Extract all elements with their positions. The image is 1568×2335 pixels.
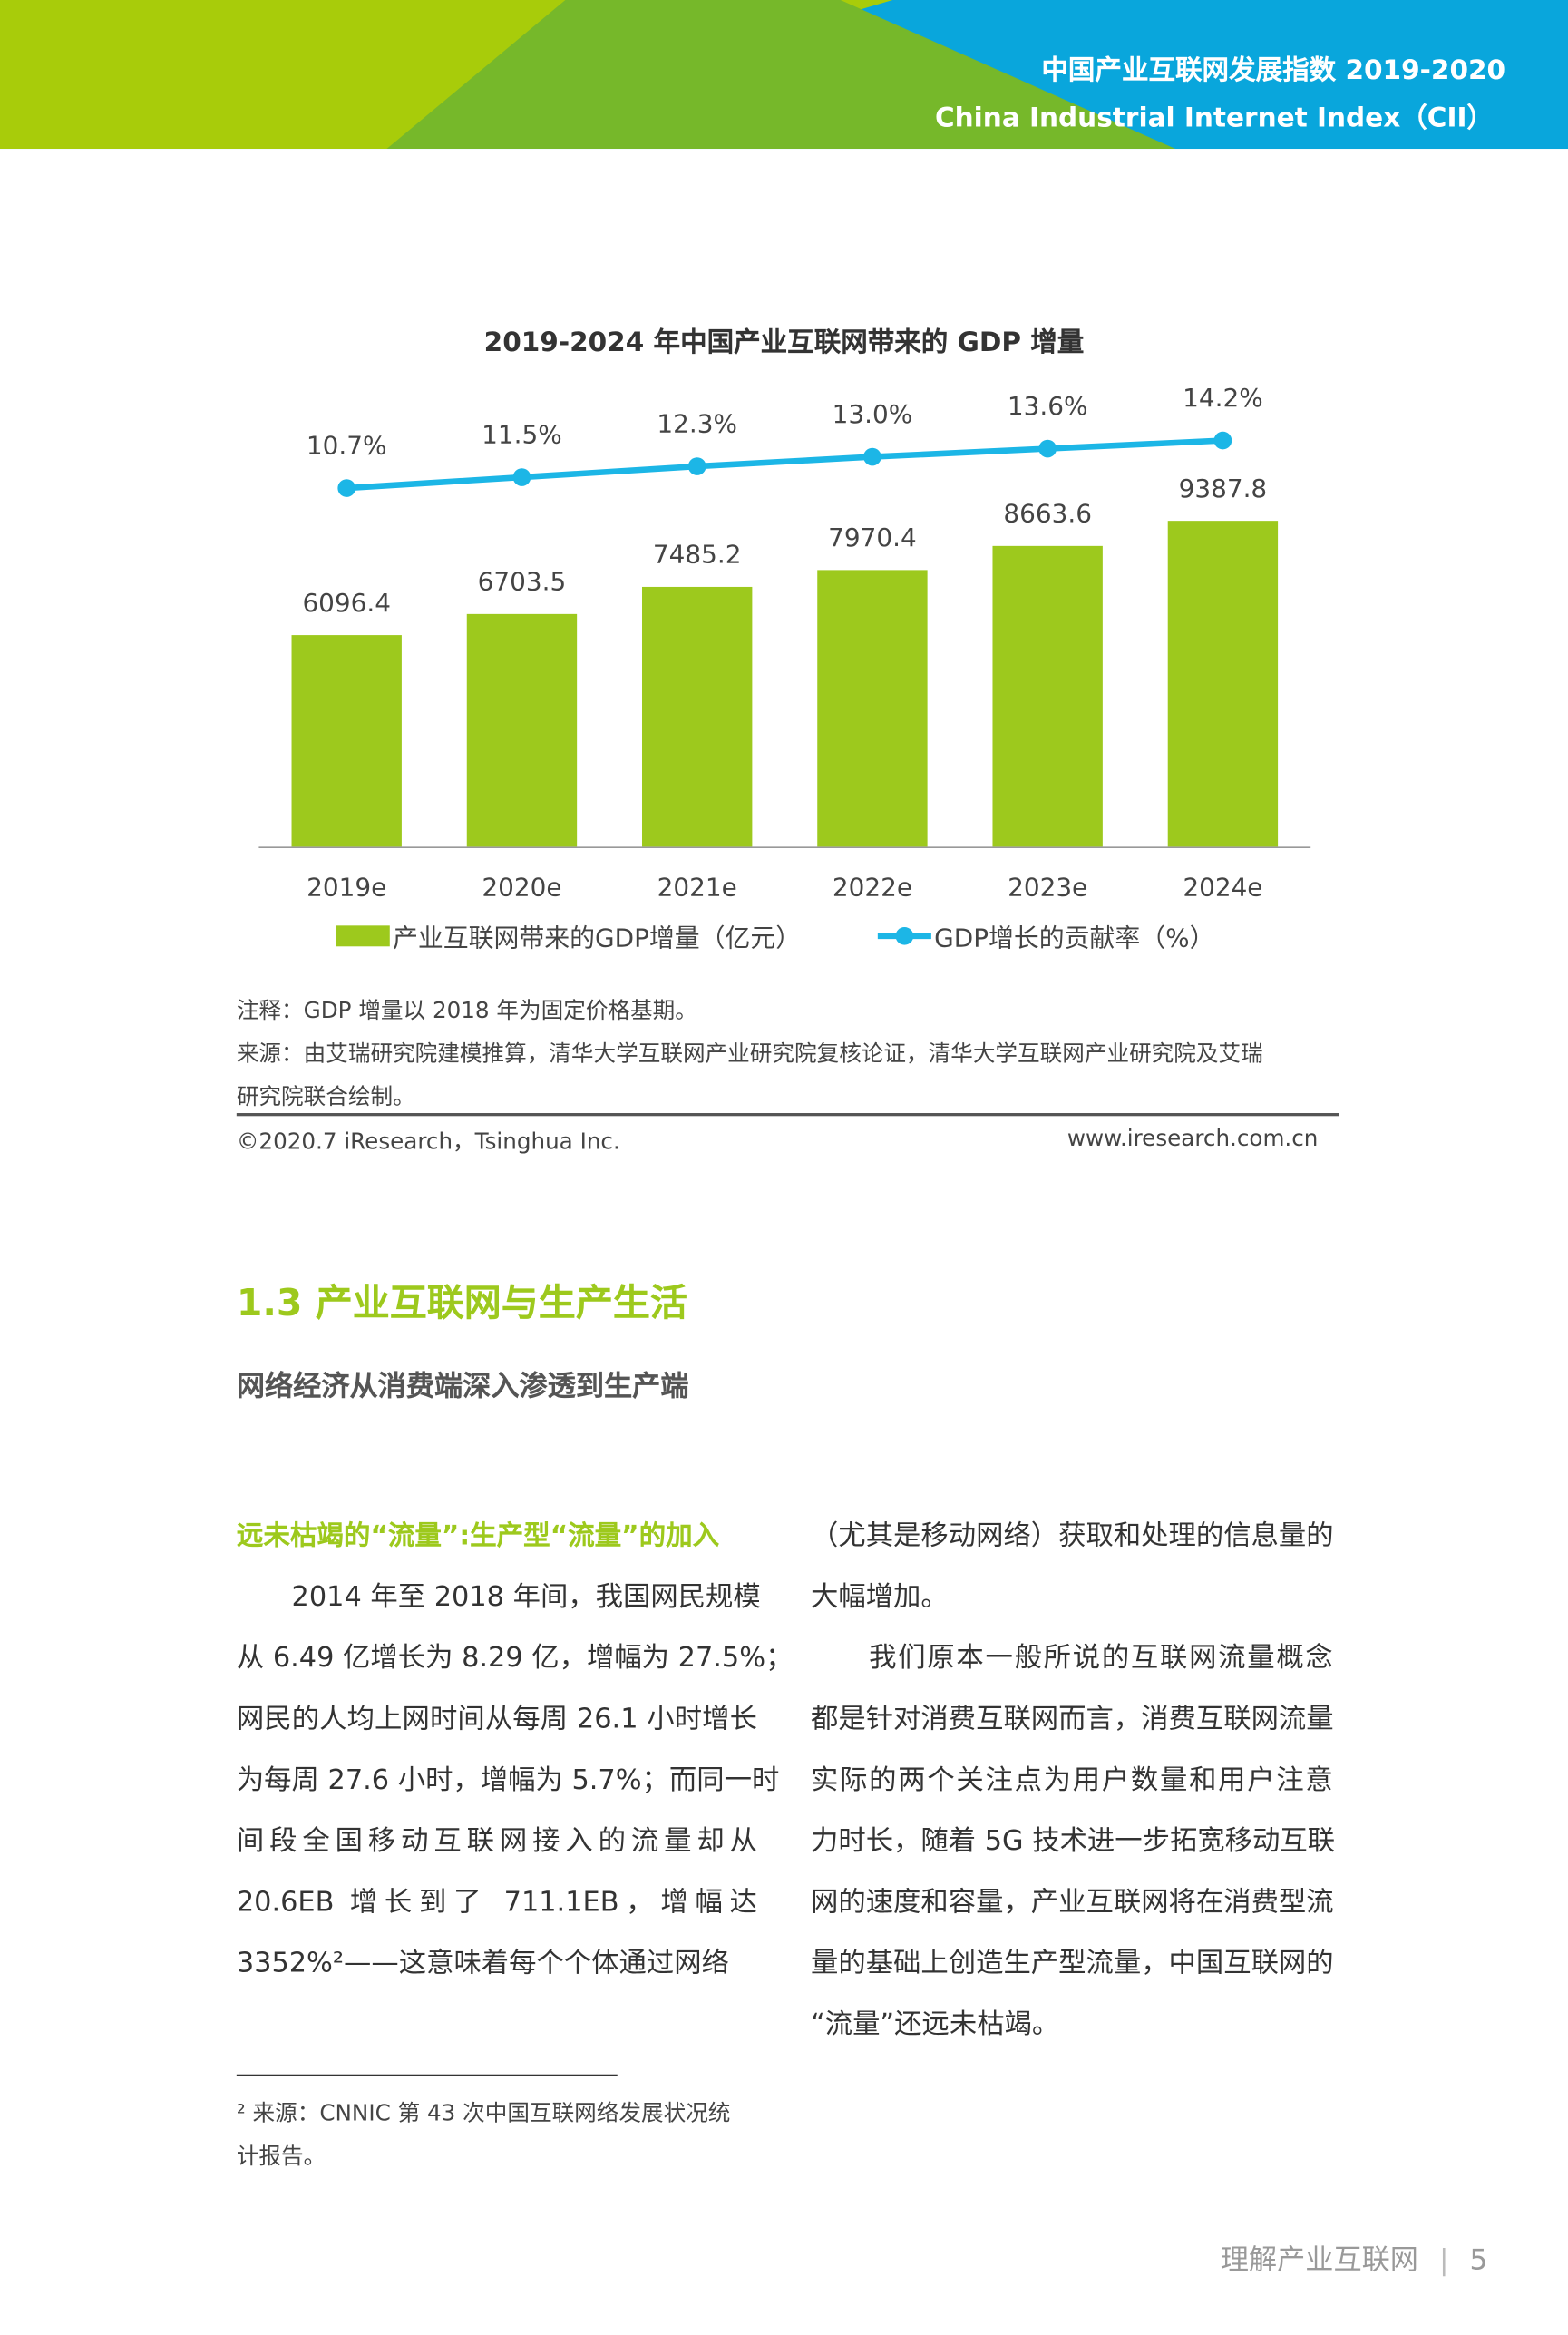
body-text-line: 从 6.49 亿增长为 8.29 亿，增幅为 27.5%； <box>236 1643 794 1675</box>
footnote: ² 来源：CNNIC 第 43 次中国互联网络发展状况统 计报告。 <box>237 2092 731 2178</box>
bar <box>1167 521 1279 847</box>
bar <box>992 545 1103 847</box>
line-point <box>337 479 356 497</box>
body-text-line: 我们原本一般所说的互联网流量概念 <box>811 1643 1333 1675</box>
line-point <box>1038 439 1057 458</box>
bar <box>466 613 578 847</box>
paragraph-heading: 远未枯竭的“流量”:生产型“流量”的加入 <box>236 1520 720 1552</box>
x-tick-label: 2023e <box>1008 873 1087 903</box>
left-column: 远未枯竭的“流量”:生产型“流量”的加入 2014 年至 2018 年间，我国网… <box>236 1506 794 1994</box>
bar <box>817 570 928 847</box>
body-text-line: 为每周 27.6 小时，增幅为 5.7%；而同一时 <box>236 1764 780 1796</box>
line-value-label: 13.6% <box>1008 391 1088 421</box>
bar-value-label: 6096.4 <box>302 588 391 618</box>
footnote-line: 计报告。 <box>236 2143 326 2170</box>
line-value-label: 11.5% <box>482 419 562 449</box>
body-text-line: 网民的人均上网时间从每周 26.1 小时增长 <box>236 1704 757 1735</box>
bar-value-label: 9387.8 <box>1179 474 1268 503</box>
footnote-line: ² 来源：CNNIC 第 43 次中国互联网络发展状况统 <box>236 2099 731 2127</box>
bar <box>641 586 753 847</box>
body-text-line: （尤其是移动网络）获取和处理的信息量的 <box>811 1520 1334 1552</box>
footnote-rule <box>236 2074 618 2076</box>
line-series <box>346 437 1223 492</box>
legend-bar-swatch <box>336 925 390 947</box>
section-title: 1.3 产业互联网与生产生活 <box>236 1281 687 1324</box>
divider <box>236 1113 1339 1117</box>
line-value-label: 12.3% <box>657 408 737 438</box>
x-tick-label: 2024e <box>1183 873 1262 903</box>
body-text-line: 间段全国移动互联网接入的流量却从 <box>236 1825 757 1858</box>
website-link[interactable]: www.iresearch.com.cn <box>1066 1125 1319 1152</box>
body-text-line: 2014 年至 2018 年间，我国网民规模 <box>236 1581 761 1614</box>
header-graphic <box>0 0 1568 150</box>
body-text-line: 都是针对消费互联网而言，消费互联网流量 <box>811 1704 1334 1735</box>
body-text-line: 网的速度和容量，产业互联网将在消费型流 <box>811 1887 1334 1919</box>
header-title-en: China Industrial Internet Index（CII） <box>934 103 1494 134</box>
footer-separator: | <box>1439 2243 1449 2277</box>
line-point <box>687 457 706 475</box>
line-point <box>1213 431 1232 450</box>
page-footer: 理解产业互联网 | 5 <box>1221 2238 1488 2278</box>
body-text-line: 20.6EB 增长到了 711.1EB，增幅达 <box>236 1887 757 1919</box>
x-tick-label: 2019e <box>307 873 386 903</box>
chart-source: 来源：由艾瑞研究院建模推算，清华大学互联网产业研究院复核论证，清华大学互联网产业… <box>236 1040 1263 1068</box>
right-column: （尤其是移动网络）获取和处理的信息量的 大幅增加。 我们原本一般所说的互联网流量概… <box>811 1506 1336 2055</box>
section-subtitle: 网络经济从消费端深入渗透到生产端 <box>236 1370 689 1403</box>
line-value-label: 10.7% <box>307 430 387 460</box>
header-title-cn: 中国产业互联网发展指数 2019-2020 <box>1041 54 1506 87</box>
gdp-chart: 6096.4 2019e 6703.5 2020e 7485.2 2021e 7970.4 2… <box>258 383 1311 953</box>
bar-value-label: 6703.5 <box>478 567 567 597</box>
page-number: 5 <box>1469 2243 1488 2277</box>
body-text-line: 实际的两个关注点为用户数量和用户注意 <box>811 1764 1333 1796</box>
line-value-label: 14.2% <box>1183 383 1263 413</box>
page-header-banner: 中国产业互联网发展指数 2019-2020 China Industrial I… <box>0 0 1568 150</box>
bar-value-label: 8663.6 <box>1003 499 1092 529</box>
line-point <box>863 447 881 466</box>
bar <box>291 635 402 847</box>
body-text-line: 大幅增加。 <box>811 1581 949 1614</box>
chart-note: 注释：GDP 增量以 2018 年为固定价格基期。 <box>236 997 697 1024</box>
line-value-label: 13.0% <box>833 399 913 429</box>
footer-label: 理解产业互联网 <box>1220 2243 1418 2277</box>
legend-line-marker <box>895 926 914 945</box>
chart-source-cont: 研究院联合绘制。 <box>236 1083 415 1110</box>
body-text-line: 3352%²——这意味着每个个体通过网络 <box>236 1948 729 1979</box>
line-point <box>512 468 531 486</box>
legend-line-label: GDP增长的贡献率（%） <box>934 923 1214 953</box>
body-text-line: 力时长，随着 5G 技术进一步拓宽移动互联 <box>811 1825 1336 1858</box>
legend-bar-label: 产业互联网带来的GDP增量（亿元） <box>393 923 801 953</box>
body-text-line: 量的基础上创造生产型流量，中国互联网的 <box>811 1948 1334 1979</box>
body-text-line: “流量”还远未枯竭。 <box>811 2008 1060 2040</box>
copyright: ©2020.7 iResearch，Tsinghua Inc. <box>236 1128 620 1155</box>
chart-title: 2019-2024 年中国产业互联网带来的 GDP 增量 <box>483 327 1085 359</box>
x-tick-label: 2021e <box>657 873 737 903</box>
bar-value-label: 7485.2 <box>653 540 742 570</box>
x-tick-label: 2022e <box>833 873 912 903</box>
x-tick-label: 2020e <box>482 873 561 903</box>
bar-value-label: 7970.4 <box>828 523 917 552</box>
